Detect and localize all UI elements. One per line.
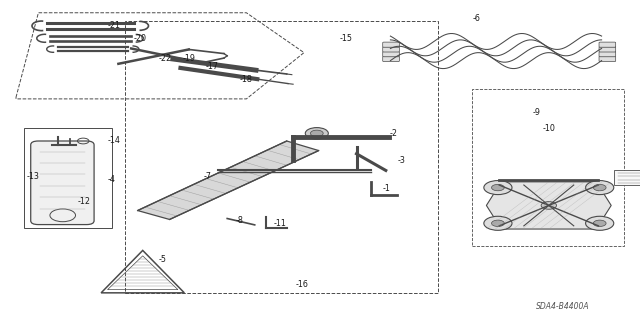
- Text: -2: -2: [389, 129, 397, 138]
- Text: -12: -12: [78, 197, 91, 206]
- Text: -13: -13: [27, 172, 40, 181]
- Text: -15: -15: [339, 34, 352, 43]
- FancyBboxPatch shape: [383, 52, 399, 57]
- Circle shape: [541, 202, 557, 209]
- Circle shape: [484, 216, 512, 230]
- FancyBboxPatch shape: [383, 47, 399, 52]
- Polygon shape: [138, 141, 319, 219]
- Text: -9: -9: [532, 108, 540, 117]
- Text: SDA4-B4400A: SDA4-B4400A: [536, 302, 590, 311]
- Polygon shape: [486, 182, 611, 229]
- Circle shape: [593, 220, 606, 226]
- Text: -20: -20: [133, 34, 146, 43]
- FancyBboxPatch shape: [383, 42, 399, 47]
- Text: -1: -1: [383, 184, 390, 193]
- FancyBboxPatch shape: [599, 52, 616, 57]
- Text: -21: -21: [108, 21, 120, 30]
- Text: -22: -22: [159, 54, 172, 63]
- Text: -17: -17: [206, 62, 219, 71]
- Circle shape: [492, 220, 504, 226]
- FancyBboxPatch shape: [614, 170, 640, 185]
- Text: -4: -4: [108, 175, 115, 184]
- Text: -18: -18: [240, 75, 253, 84]
- FancyBboxPatch shape: [383, 56, 399, 62]
- Text: -8: -8: [236, 216, 243, 225]
- Circle shape: [305, 128, 328, 139]
- Text: -5: -5: [159, 255, 166, 263]
- Text: -10: -10: [543, 124, 556, 133]
- Text: -16: -16: [296, 280, 308, 289]
- Circle shape: [484, 181, 512, 195]
- FancyBboxPatch shape: [599, 47, 616, 52]
- Text: -7: -7: [204, 172, 211, 181]
- Circle shape: [492, 184, 504, 191]
- Circle shape: [586, 216, 614, 230]
- Text: -11: -11: [274, 219, 287, 228]
- FancyBboxPatch shape: [599, 42, 616, 47]
- Circle shape: [586, 181, 614, 195]
- FancyBboxPatch shape: [599, 56, 616, 62]
- FancyBboxPatch shape: [31, 141, 94, 225]
- Circle shape: [593, 184, 606, 191]
- Text: -14: -14: [108, 137, 120, 145]
- Text: -19: -19: [183, 54, 196, 63]
- Circle shape: [310, 130, 323, 137]
- Text: -3: -3: [398, 156, 406, 165]
- Text: -6: -6: [472, 14, 480, 23]
